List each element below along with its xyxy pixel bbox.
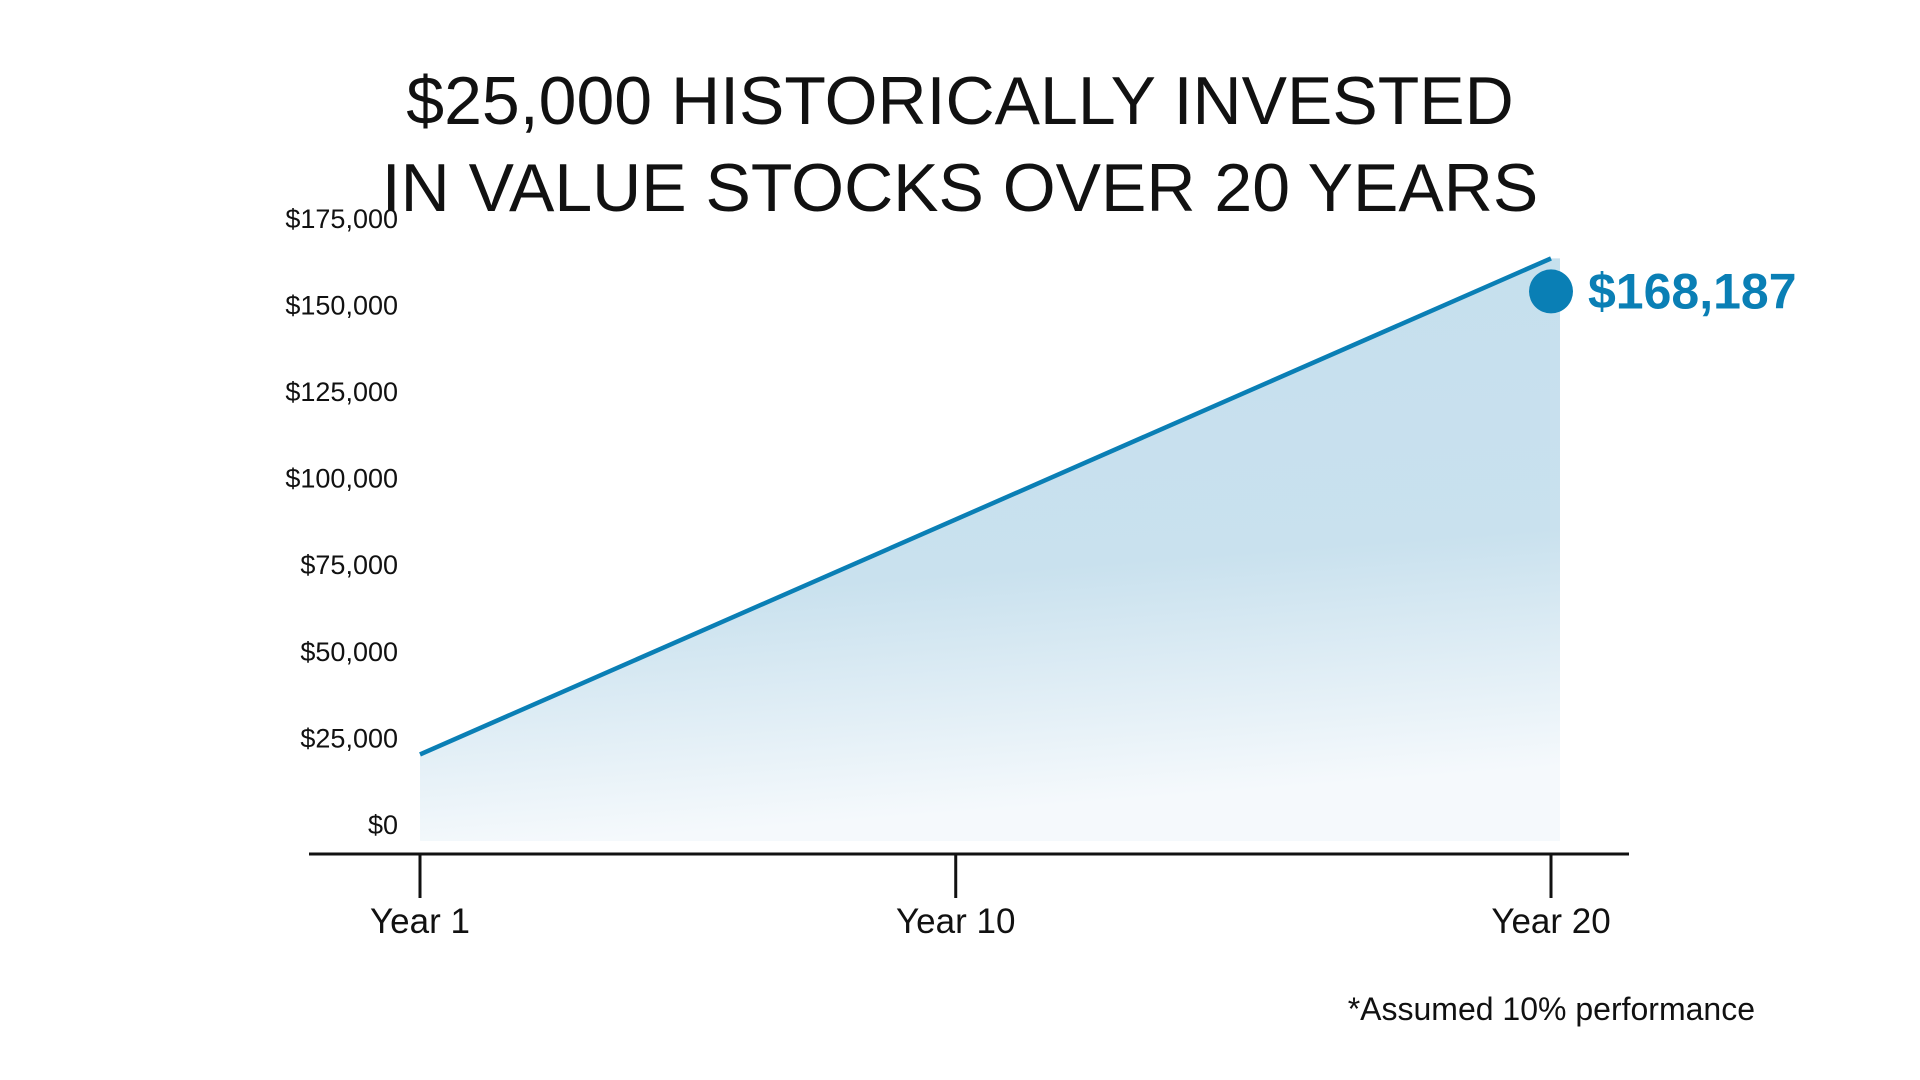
y-tick-label: $50,000: [300, 637, 398, 667]
x-tick-label: Year 10: [896, 902, 1015, 941]
chart-title-line-2: IN VALUE STOCKS OVER 20 YEARS: [382, 150, 1538, 226]
x-tick-label: Year 20: [1491, 902, 1610, 941]
end-value-label: $168,187: [1588, 263, 1797, 319]
y-tick-label: $125,000: [285, 377, 398, 407]
y-tick-label: $175,000: [285, 204, 398, 234]
x-tick-label: Year 1: [370, 902, 470, 941]
y-tick-label: $0: [368, 810, 398, 840]
series-line: [419, 256, 1552, 757]
y-tick-label: $150,000: [285, 290, 398, 320]
y-tick-label: $100,000: [285, 464, 398, 494]
area-fill: [420, 258, 1560, 841]
y-tick-label: $25,000: [300, 723, 398, 753]
footnote: *Assumed 10% performance: [1348, 991, 1755, 1027]
y-tick-label: $75,000: [300, 550, 398, 580]
end-point-marker: [1529, 269, 1573, 314]
chart-title-line-1: $25,000 HISTORICALLY INVESTED: [406, 63, 1513, 139]
